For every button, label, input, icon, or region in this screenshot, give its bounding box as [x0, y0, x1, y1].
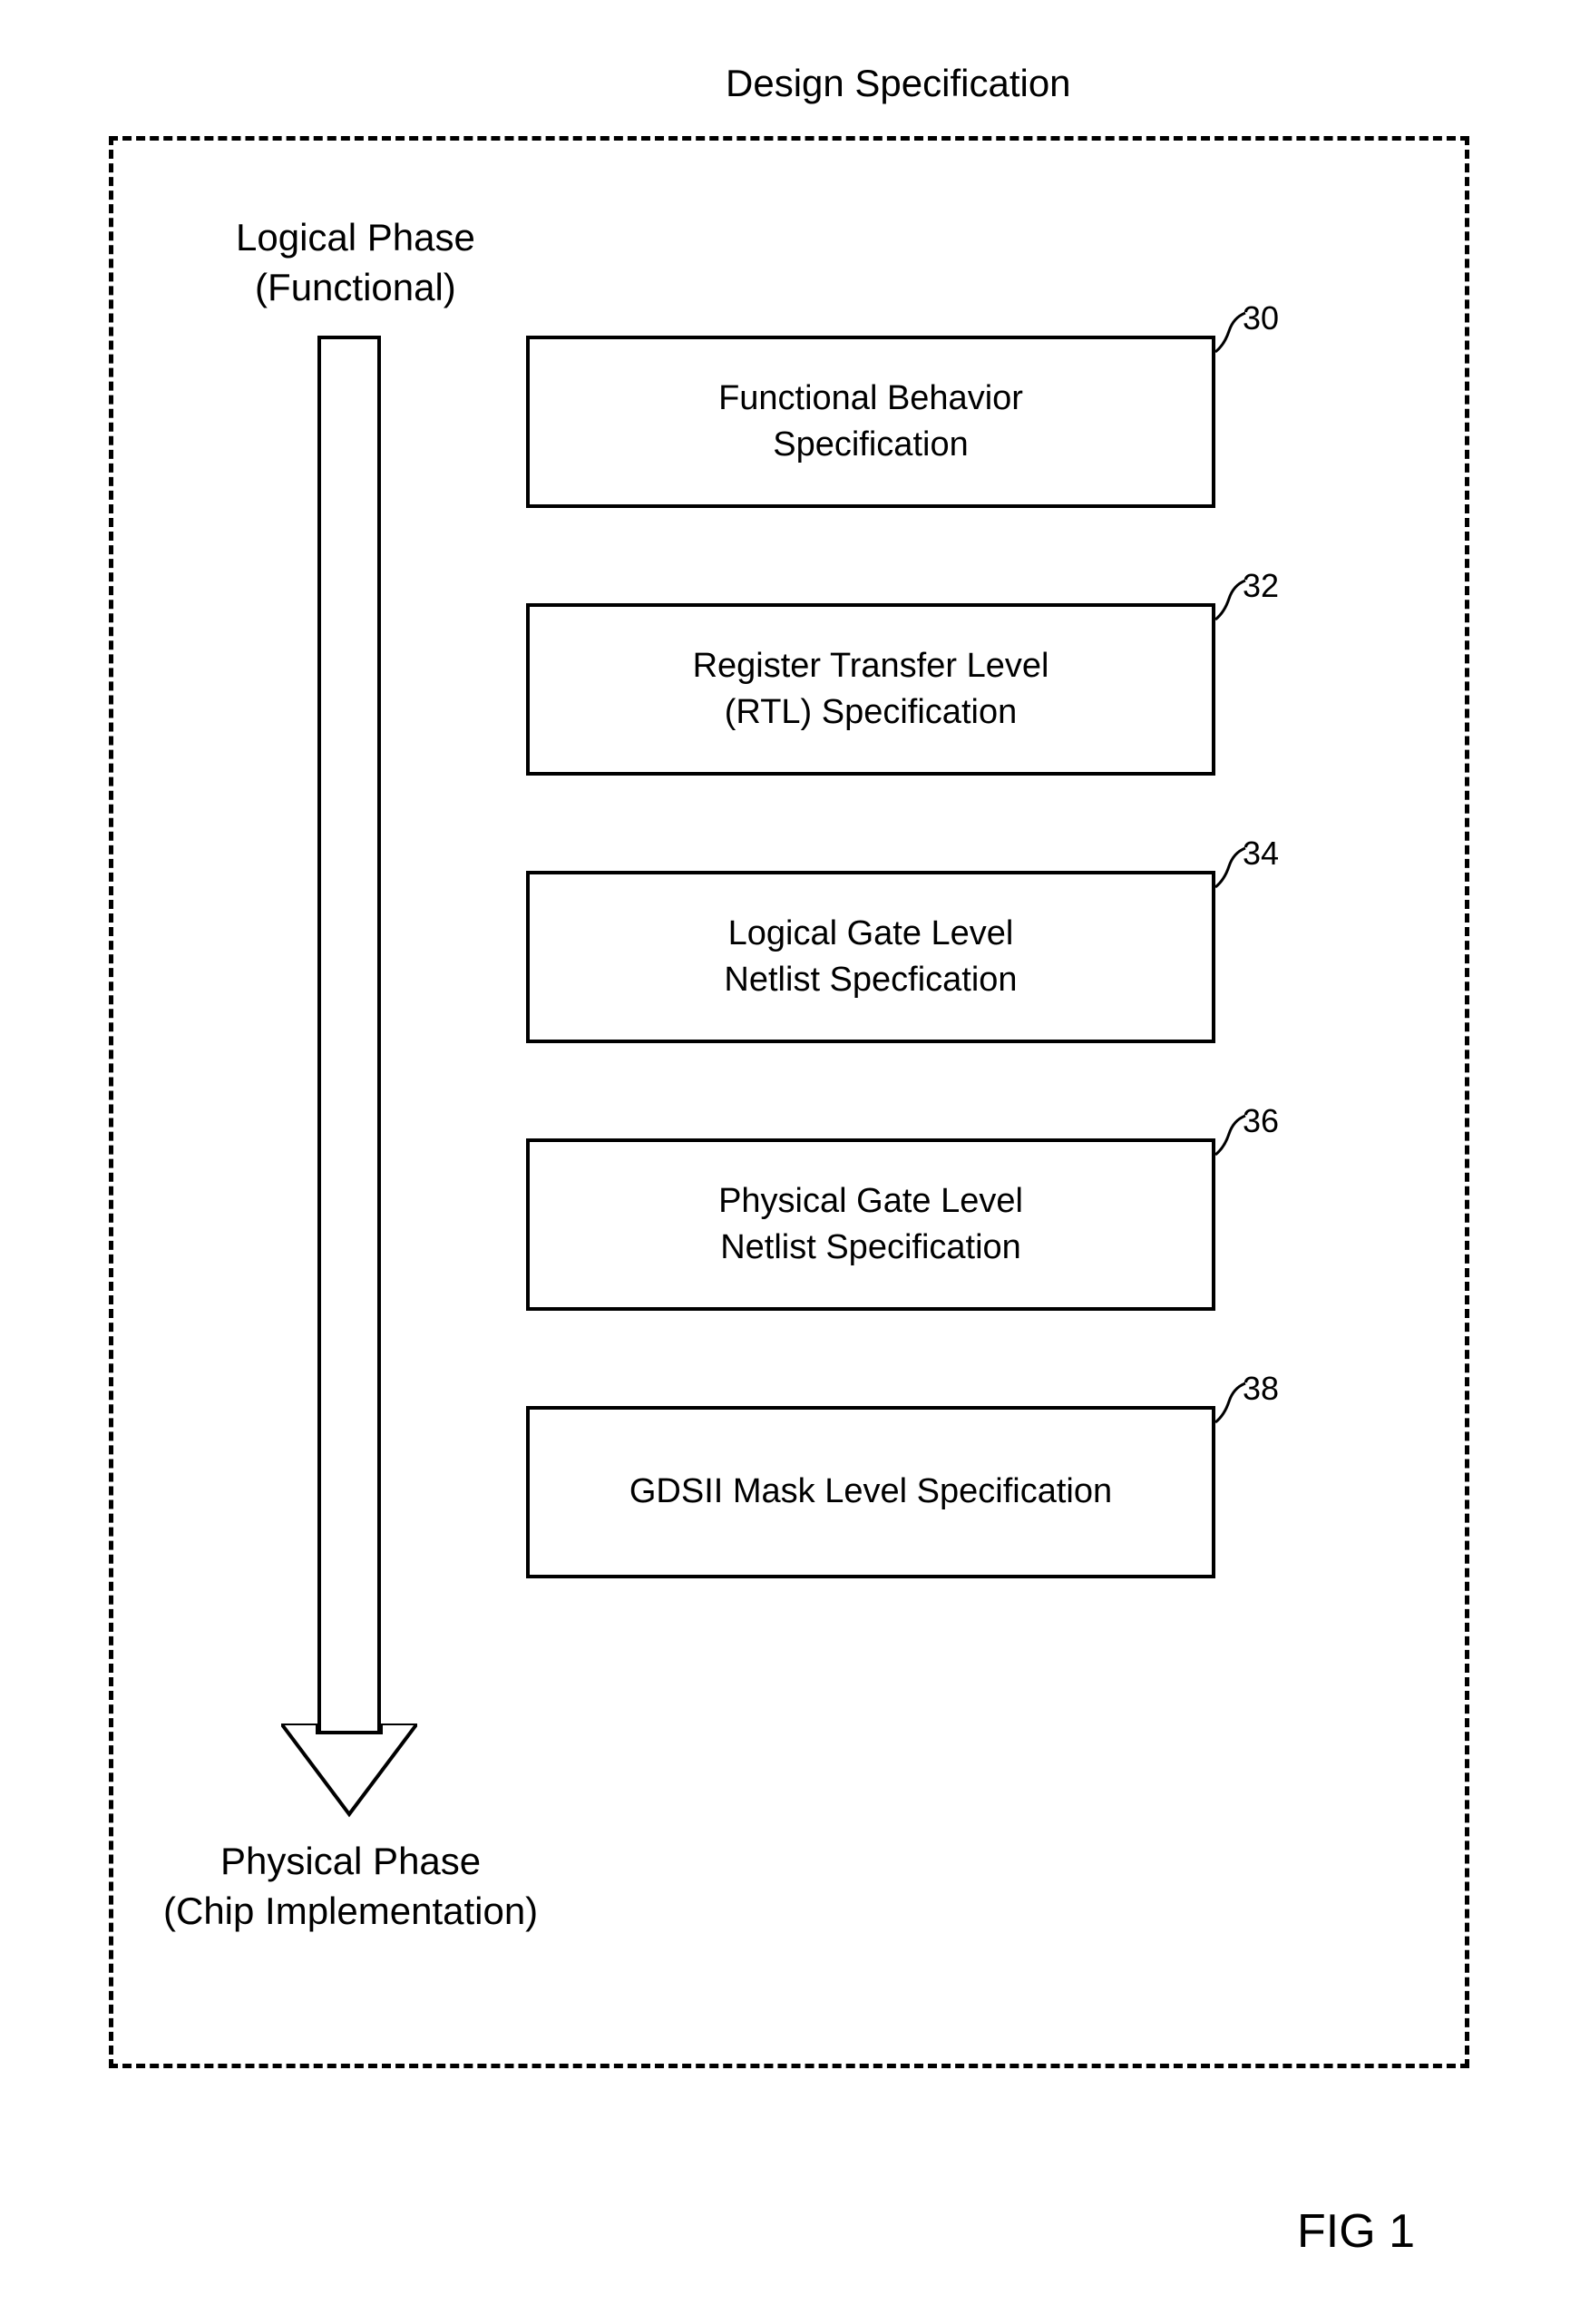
top-label-line1: Logical Phase [236, 216, 475, 259]
ref-lead-line-icon [1211, 1111, 1247, 1157]
top-label-line2: (Functional) [255, 266, 456, 308]
ref-lead-line-icon [1211, 308, 1247, 354]
box1-line2: Specification [773, 425, 968, 464]
box-gdsii: GDSII Mask Level Specification [526, 1406, 1215, 1578]
arrow-shaft [317, 336, 381, 1733]
flow-arrow [281, 336, 417, 1823]
ref-lead-line-icon [1211, 844, 1247, 889]
ref-number-30: 30 [1243, 299, 1279, 337]
physical-phase-label: Physical Phase (Chip Implementation) [163, 1837, 538, 1936]
box5-line1: GDSII Mask Level Specification [629, 1472, 1112, 1510]
figure-label: FIG 1 [1297, 2204, 1415, 2259]
box3-line1: Logical Gate Level [728, 914, 1014, 952]
box2-line1: Register Transfer Level [693, 647, 1049, 685]
ref-number-34: 34 [1243, 835, 1279, 873]
box3-line2: Netlist Specfication [724, 961, 1017, 999]
ref-lead-line-icon [1211, 576, 1247, 621]
box1-line1: Functional Behavior [718, 379, 1023, 417]
page-title: Design Specification [726, 62, 1071, 105]
box-functional-behavior: Functional Behavior Specification [526, 336, 1215, 508]
box2-line2: (RTL) Specification [725, 693, 1017, 731]
bottom-label-line1: Physical Phase [220, 1840, 481, 1882]
ref-number-38: 38 [1243, 1370, 1279, 1408]
box-logical-gate: Logical Gate Level Netlist Specfication [526, 871, 1215, 1043]
box4-line2: Netlist Specification [720, 1228, 1021, 1266]
box-rtl: Register Transfer Level (RTL) Specificat… [526, 603, 1215, 776]
ref-number-36: 36 [1243, 1102, 1279, 1140]
ref-lead-line-icon [1211, 1379, 1247, 1424]
box-physical-gate: Physical Gate Level Netlist Specificatio… [526, 1138, 1215, 1311]
ref-number-32: 32 [1243, 567, 1279, 605]
arrow-head-icon [281, 1723, 417, 1823]
box4-line1: Physical Gate Level [718, 1182, 1023, 1220]
logical-phase-label: Logical Phase (Functional) [236, 213, 475, 312]
bottom-label-line2: (Chip Implementation) [163, 1889, 538, 1932]
